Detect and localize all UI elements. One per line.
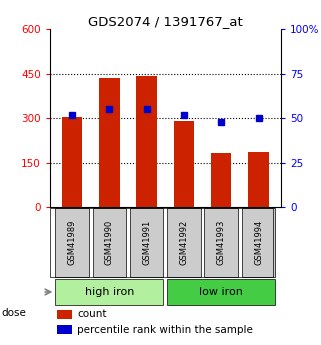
Text: GSM41993: GSM41993 <box>217 220 226 265</box>
Bar <box>248 152 269 207</box>
Text: count: count <box>77 309 107 319</box>
Text: GSM41992: GSM41992 <box>179 220 188 265</box>
Bar <box>167 279 275 305</box>
Text: GSM41994: GSM41994 <box>254 220 263 265</box>
Text: percentile rank within the sample: percentile rank within the sample <box>77 325 253 335</box>
Text: high iron: high iron <box>85 287 134 297</box>
Text: GSM41989: GSM41989 <box>68 220 77 265</box>
Bar <box>211 153 231 207</box>
Bar <box>99 78 120 207</box>
Bar <box>57 325 72 334</box>
Title: GDS2074 / 1391767_at: GDS2074 / 1391767_at <box>88 15 243 28</box>
Text: low iron: low iron <box>199 287 243 297</box>
Bar <box>167 208 201 277</box>
Bar <box>57 310 72 319</box>
Text: GSM41991: GSM41991 <box>142 220 151 265</box>
Bar <box>174 121 194 207</box>
Bar <box>242 208 275 277</box>
Bar <box>204 208 238 277</box>
Bar <box>55 279 163 305</box>
Bar <box>62 117 82 207</box>
Bar <box>130 208 163 277</box>
Bar <box>136 76 157 207</box>
Bar <box>55 208 89 277</box>
Text: dose: dose <box>2 308 26 318</box>
Bar <box>93 208 126 277</box>
Text: GSM41990: GSM41990 <box>105 220 114 265</box>
